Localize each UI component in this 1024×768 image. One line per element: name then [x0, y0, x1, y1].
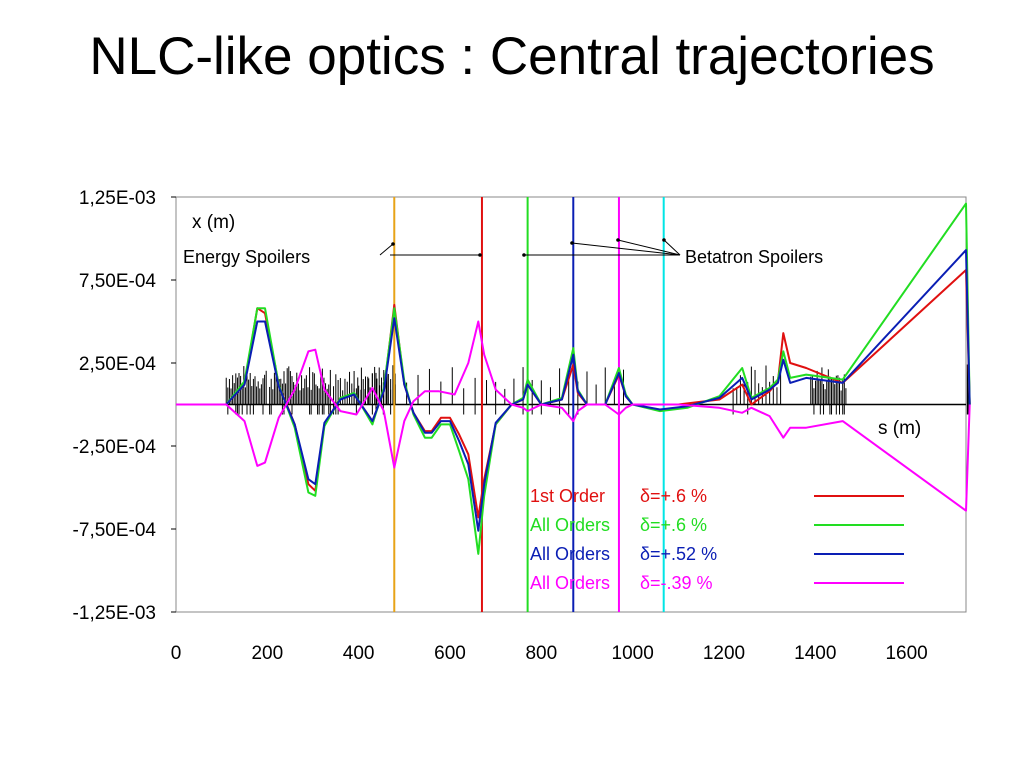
x-tick-label: 1600 [885, 643, 927, 664]
legend-delta-2: δ=+.6 % [640, 515, 707, 535]
x-tick-label: 600 [434, 643, 466, 664]
slide-title: NLC-like optics : Central trajectories [89, 27, 935, 86]
annotation-arrow [379, 243, 394, 256]
annotation-arrow [663, 239, 681, 256]
x-tick-label: 1000 [612, 643, 654, 664]
x-tick-label: 1200 [703, 643, 745, 664]
arrow-head [391, 242, 395, 246]
y-axis-label: x (m) [192, 212, 235, 233]
x-tick-label: 1400 [794, 643, 836, 664]
arrow-head [522, 253, 526, 257]
legend-label-1: 1st Order [530, 486, 605, 506]
x-tick-label: 200 [251, 643, 283, 664]
legend-label-4: All Orders [530, 573, 610, 593]
x-axis-label: s (m) [878, 418, 921, 439]
y-tick-label: -1,25E-03 [73, 603, 156, 624]
legend-label-3: All Orders [530, 544, 610, 564]
arrow-head [662, 238, 666, 242]
annotation-arrow [571, 242, 681, 256]
arrow-head [616, 238, 620, 242]
legend-delta-4: δ=-.39 % [640, 573, 713, 593]
x-tick-label: 0 [171, 643, 182, 664]
energy-spoilers-label: Energy Spoilers [183, 247, 310, 267]
arrow-head [570, 241, 574, 245]
x-tick-label: 400 [343, 643, 375, 664]
y-tick-label: 7,50E-04 [79, 271, 157, 292]
series-line-4 [176, 320, 971, 512]
series-line-3 [176, 249, 971, 532]
annotation-arrow [617, 239, 681, 256]
y-tick-label: -7,50E-04 [73, 520, 157, 541]
betatron-spoilers-label: Betatron Spoilers [685, 247, 823, 267]
x-tick-label: 800 [525, 643, 557, 664]
y-tick-label: -2,50E-04 [73, 437, 157, 458]
arrow-head [478, 253, 482, 257]
y-tick-label: 2,50E-04 [79, 354, 157, 375]
y-tick-label: 1,25E-03 [79, 188, 156, 209]
legend-delta-3: δ=+.52 % [640, 544, 717, 564]
legend-label-2: All Orders [530, 515, 610, 535]
legend-delta-1: δ=+.6 % [640, 486, 707, 506]
